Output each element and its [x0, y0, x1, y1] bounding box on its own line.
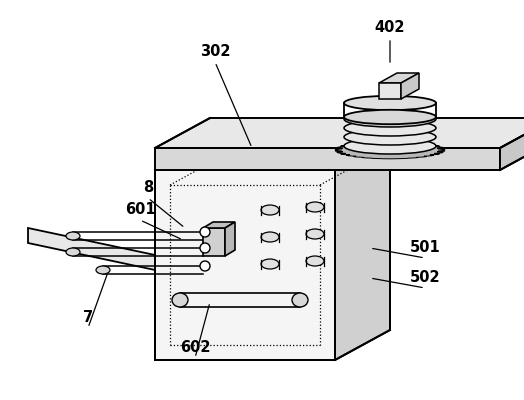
- Ellipse shape: [261, 232, 279, 242]
- Polygon shape: [28, 228, 155, 270]
- Ellipse shape: [66, 232, 80, 240]
- Ellipse shape: [344, 111, 436, 127]
- Polygon shape: [155, 170, 335, 360]
- Text: 7: 7: [83, 310, 93, 326]
- Ellipse shape: [96, 266, 110, 274]
- Text: 601: 601: [125, 202, 155, 218]
- Text: 502: 502: [410, 270, 440, 286]
- Ellipse shape: [200, 227, 210, 237]
- Polygon shape: [203, 222, 235, 228]
- Polygon shape: [225, 222, 235, 256]
- Ellipse shape: [344, 96, 436, 110]
- Polygon shape: [155, 148, 500, 170]
- Ellipse shape: [200, 243, 210, 253]
- Ellipse shape: [200, 261, 210, 271]
- Ellipse shape: [306, 202, 324, 212]
- Ellipse shape: [344, 129, 436, 145]
- Ellipse shape: [344, 138, 436, 154]
- Polygon shape: [500, 118, 524, 170]
- Ellipse shape: [261, 259, 279, 269]
- Ellipse shape: [292, 293, 308, 307]
- Ellipse shape: [261, 205, 279, 215]
- Ellipse shape: [306, 256, 324, 266]
- Polygon shape: [155, 140, 390, 170]
- Text: 8: 8: [143, 180, 153, 196]
- Text: 501: 501: [410, 240, 440, 256]
- Ellipse shape: [344, 120, 436, 136]
- Polygon shape: [155, 118, 524, 148]
- Text: 602: 602: [180, 340, 210, 356]
- Ellipse shape: [172, 293, 188, 307]
- Polygon shape: [401, 73, 419, 99]
- Polygon shape: [203, 228, 225, 256]
- Ellipse shape: [66, 248, 80, 256]
- Polygon shape: [379, 73, 419, 83]
- Ellipse shape: [306, 229, 324, 239]
- Text: 402: 402: [375, 20, 405, 36]
- Text: 302: 302: [200, 44, 230, 60]
- Polygon shape: [335, 141, 445, 159]
- Polygon shape: [335, 140, 390, 360]
- Polygon shape: [379, 83, 401, 99]
- Ellipse shape: [344, 110, 436, 124]
